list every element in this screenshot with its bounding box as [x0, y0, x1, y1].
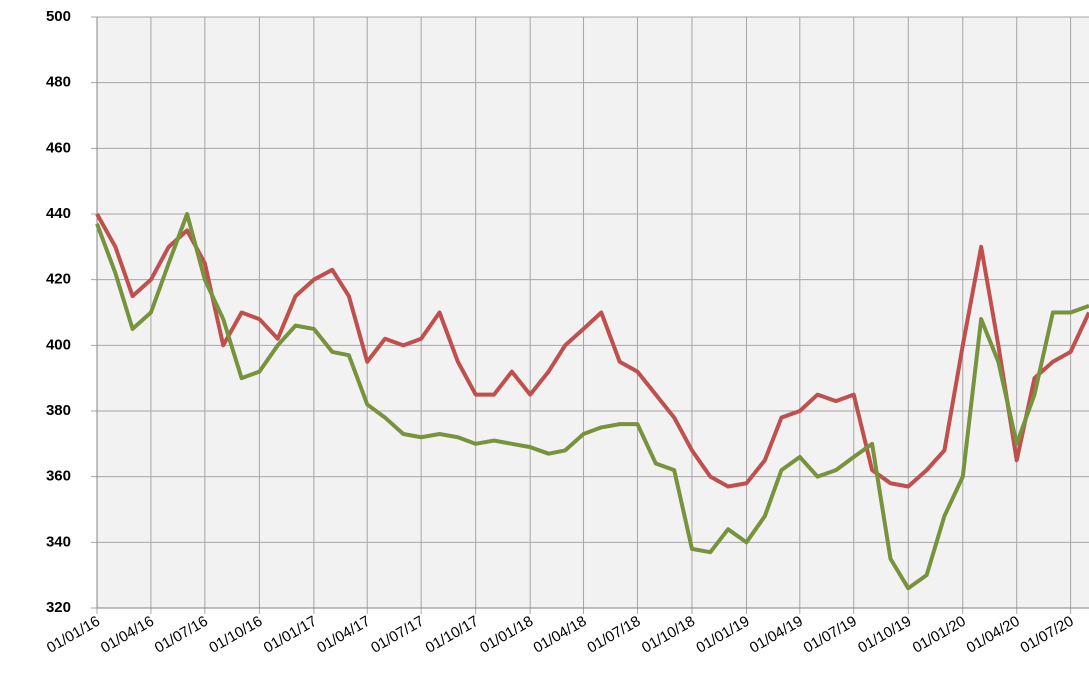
x-tick-label: 01/07/20	[1018, 613, 1077, 657]
y-tick-label: 400	[46, 336, 71, 353]
x-tick-label: 01/10/19	[855, 613, 914, 657]
x-tick-label: 01/07/16	[152, 613, 211, 657]
y-tick-label: 480	[46, 74, 71, 91]
x-tick-label: 01/04/19	[747, 613, 806, 657]
x-tick-label: 01/04/18	[530, 613, 589, 657]
x-tick-label: 01/07/19	[801, 613, 860, 657]
x-tick-label: 01/04/20	[964, 613, 1023, 657]
line-series	[95, 213, 1089, 489]
y-tick-label: 500	[46, 8, 71, 25]
y-tick-label: 440	[46, 205, 71, 222]
x-tick-label: 01/01/18	[477, 613, 536, 657]
x-tick-label: 01/10/18	[639, 613, 698, 657]
x-tick-label: 01/10/17	[423, 613, 482, 657]
x-tick-label: 01/01/20	[910, 613, 969, 657]
x-tick-label: 01/10/16	[206, 613, 265, 657]
x-tick-label: 01/04/17	[314, 613, 373, 657]
plot-area	[97, 17, 1089, 608]
x-tick-label: 01/01/17	[261, 613, 320, 657]
y-tick-label: 360	[46, 468, 71, 485]
x-tick-label: 01/04/16	[98, 613, 157, 657]
x-tick-label: 01/01/19	[693, 613, 752, 657]
x-tick-label: 01/07/17	[368, 613, 427, 657]
line-series	[95, 212, 1089, 591]
y-tick-label: 320	[46, 599, 71, 616]
y-tick-label: 460	[46, 139, 71, 156]
x-tick-label: 01/07/18	[584, 613, 643, 657]
y-tick-label: 380	[46, 402, 71, 419]
y-tick-label: 340	[46, 533, 71, 550]
y-tick-label: 420	[46, 271, 71, 288]
x-tick-label: 01/01/16	[44, 613, 103, 657]
